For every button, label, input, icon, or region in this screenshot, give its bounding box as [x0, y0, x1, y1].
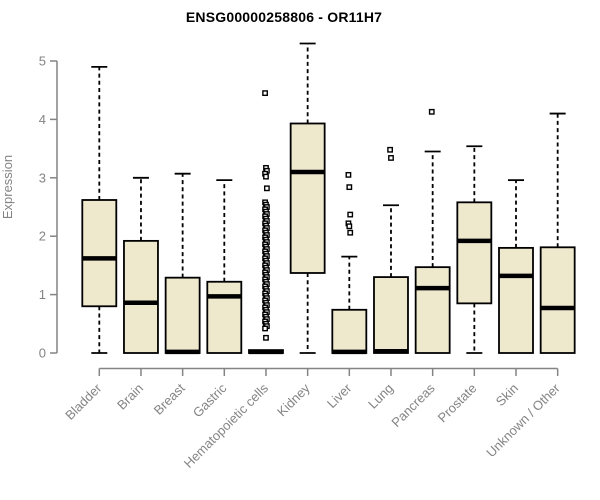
outlier-point — [263, 334, 269, 341]
x-category-label-liver: Liver — [324, 380, 355, 411]
outlier-point — [388, 155, 394, 161]
boxplot-liver — [331, 171, 368, 355]
y-tick-label-5: 5 — [39, 54, 46, 69]
iqr-box — [331, 308, 368, 354]
x-category-label-brain: Brain — [114, 381, 146, 413]
outlier-point — [347, 229, 354, 236]
outlier-point — [345, 171, 352, 178]
x-category-label-bladder: Bladder — [62, 380, 105, 423]
y-tick-label-0: 0 — [39, 346, 46, 361]
iqr-box — [81, 199, 118, 308]
x-category-label-gastric: Gastric — [190, 380, 230, 420]
y-tick-label-3: 3 — [39, 170, 46, 185]
y-tick-label-4: 4 — [39, 112, 46, 127]
boxplot-lung — [373, 146, 409, 354]
outlier-point — [262, 90, 268, 97]
x-category-label-kidney: Kidney — [274, 380, 313, 419]
y-tick-label-1: 1 — [39, 287, 46, 302]
outlier-point — [346, 184, 353, 191]
boxplot-hematopoietic-cells — [248, 90, 284, 355]
boxplot-gastric — [206, 179, 243, 354]
outlier-point — [346, 223, 353, 230]
outlier-point — [347, 211, 354, 218]
outlier-point — [428, 108, 435, 115]
y-tick-label-2: 2 — [39, 229, 46, 244]
boxplot-kidney — [289, 42, 326, 354]
x-category-label-prostate: Prostate — [435, 381, 480, 426]
boxplot-prostate — [456, 145, 493, 354]
chart-title: ENSG00000258806 - OR11H7 — [185, 9, 383, 25]
iqr-box — [206, 280, 243, 354]
x-category-label-pancreas: Pancreas — [388, 380, 438, 430]
axes — [50, 60, 559, 376]
outlier-point — [263, 173, 269, 180]
iqr-box — [164, 276, 201, 354]
boxplot-breast — [164, 172, 201, 355]
y-axis-label: Expression — [0, 155, 15, 219]
x-category-label-skin: Skin — [493, 381, 521, 409]
iqr-box — [373, 276, 409, 354]
boxplot-unknown-other — [539, 112, 576, 354]
iqr-box — [498, 246, 534, 354]
x-category-label-lung: Lung — [365, 381, 396, 412]
outlier-point — [263, 185, 270, 192]
iqr-box — [456, 201, 493, 305]
boxplot-bladder — [81, 65, 118, 354]
x-category-label-breast: Breast — [151, 380, 188, 417]
outlier-point — [262, 325, 268, 332]
outlier-point — [387, 146, 393, 153]
iqr-box — [414, 266, 451, 354]
boxplot-skin — [498, 179, 534, 354]
boxplot-brain — [123, 176, 159, 354]
iqr-box — [539, 246, 576, 354]
x-category-label-unknown-other: Unknown / Other — [483, 380, 563, 460]
iqr-box — [123, 239, 159, 354]
iqr-box — [289, 122, 326, 274]
boxplot-pancreas — [414, 108, 451, 354]
